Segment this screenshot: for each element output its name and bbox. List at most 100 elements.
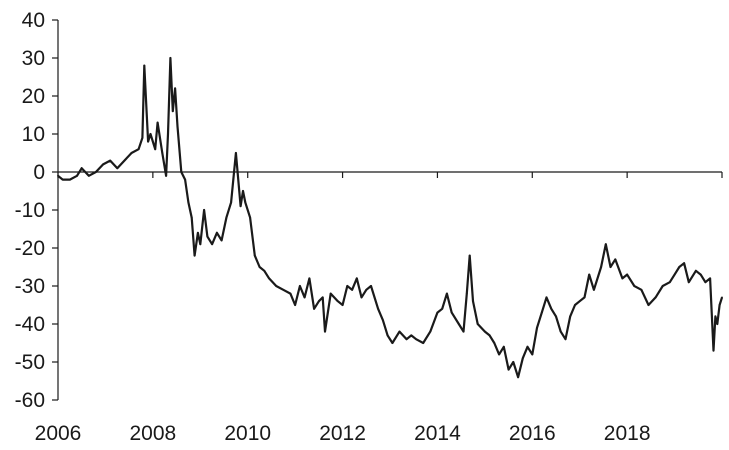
data-point [235, 152, 237, 154]
data-point [609, 266, 612, 268]
data-point [436, 311, 439, 314]
data-point [550, 307, 553, 310]
data-point [329, 292, 332, 295]
data-point [709, 277, 711, 280]
data-point [695, 269, 697, 272]
data-point [321, 296, 324, 299]
data-point [465, 292, 468, 295]
data-point [391, 342, 394, 344]
data-point [289, 292, 292, 295]
data-point [621, 277, 624, 280]
y-tick-label: 30 [22, 47, 45, 70]
data-point [410, 334, 413, 337]
data-point [493, 342, 496, 344]
data-point [180, 171, 183, 173]
data-point [341, 304, 344, 306]
data-point [154, 148, 157, 151]
data-point [187, 201, 190, 204]
data-point [156, 121, 159, 124]
data-point [502, 345, 505, 348]
y-tick-label: 0 [33, 161, 45, 184]
data-point [386, 334, 389, 337]
data-point [614, 258, 617, 261]
data-point [415, 338, 417, 341]
data-point [673, 273, 676, 276]
data-point [633, 285, 636, 287]
data-point [462, 330, 465, 333]
data-point [206, 235, 209, 238]
data-point [282, 288, 285, 291]
data-point [263, 269, 266, 272]
data-point [718, 304, 721, 306]
data-point [640, 288, 643, 291]
data-point [654, 296, 657, 299]
data-point [446, 292, 448, 295]
data-point [398, 330, 401, 333]
y-tick-label: -60 [15, 389, 45, 412]
data-point [355, 277, 358, 280]
data-point [683, 262, 685, 265]
data-point [498, 353, 500, 356]
x-tick-label: 2006 [35, 422, 82, 445]
data-point [249, 216, 252, 219]
data-point [593, 288, 595, 291]
data-point [488, 334, 491, 337]
data-point [377, 307, 379, 310]
data-point [95, 171, 97, 173]
data-point [216, 231, 218, 234]
x-tick-label: 2008 [129, 422, 176, 445]
data-point [422, 342, 425, 344]
x-axis-ticks: 2006 2008 2010 2012 2014 2016 2018 [35, 172, 723, 445]
data-point [294, 304, 296, 306]
data-point [600, 266, 602, 268]
data-point [167, 133, 169, 135]
data-point [365, 288, 368, 291]
data-point [171, 110, 174, 113]
data-point [324, 330, 326, 333]
data-point [275, 285, 278, 287]
data-point [313, 307, 315, 310]
y-tick-label: -50 [15, 351, 45, 374]
data-point [193, 254, 196, 257]
data-point [258, 266, 261, 268]
data-point [230, 201, 233, 204]
data-point [149, 133, 152, 135]
data-point [61, 178, 64, 181]
data-point [536, 326, 538, 329]
data-point [405, 338, 408, 341]
data-point [521, 357, 524, 360]
data-point [268, 277, 270, 280]
data-point [507, 368, 510, 371]
x-tick-label: 2016 [509, 422, 556, 445]
y-tick-label: 10 [22, 123, 45, 146]
series-layer [57, 56, 724, 379]
data-point [517, 376, 519, 379]
y-axis-ticks: 40 30 20 10 0 -10 -20 -30 -40 -50 -60 [15, 9, 58, 412]
data-point [211, 243, 214, 246]
data-point [716, 323, 719, 325]
data-point [253, 254, 256, 257]
data-point [450, 311, 453, 314]
data-point [457, 323, 460, 325]
data-point [137, 148, 140, 151]
data-point [87, 174, 90, 177]
data-point [239, 205, 242, 208]
data-point [721, 296, 723, 299]
data-point [468, 254, 471, 257]
data-point [512, 361, 515, 363]
y-tick-label: -30 [15, 275, 45, 298]
data-point [199, 243, 202, 246]
data-point [429, 330, 432, 333]
x-tick-label: 2018 [604, 422, 651, 445]
data-point [661, 285, 664, 287]
data-point [441, 307, 444, 310]
data-point [123, 159, 126, 162]
x-tick-label: 2012 [319, 422, 366, 445]
data-point [165, 174, 168, 177]
data-point [197, 231, 199, 234]
data-point [169, 57, 172, 59]
data-point [564, 338, 567, 341]
data-point [472, 300, 474, 303]
data-point [69, 178, 71, 181]
data-point [220, 239, 223, 242]
